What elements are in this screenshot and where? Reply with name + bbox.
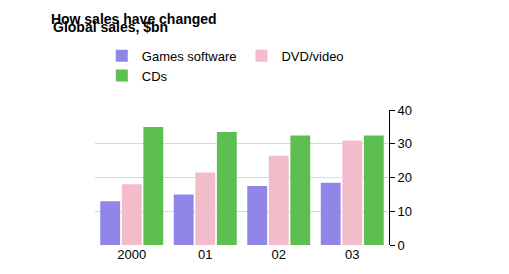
svg-text:How sales have changed: How sales have changed <box>51 11 217 27</box>
svg-text:Global sales, $bn: Global sales, $bn <box>53 19 168 35</box>
svg-text:2000: 2000 <box>117 247 146 262</box>
svg-text:30: 30 <box>398 136 412 151</box>
svg-text:DVD/video: DVD/video <box>281 49 343 64</box>
svg-text:10: 10 <box>398 204 412 219</box>
svg-text:01: 01 <box>198 247 212 262</box>
svg-text:CDs: CDs <box>142 69 168 84</box>
svg-text:20: 20 <box>398 170 412 185</box>
svg-text:03: 03 <box>345 247 359 262</box>
svg-text:0: 0 <box>398 238 405 253</box>
svg-text:Games software: Games software <box>142 49 237 64</box>
svg-text:40: 40 <box>398 103 412 118</box>
svg-text:02: 02 <box>272 247 286 262</box>
